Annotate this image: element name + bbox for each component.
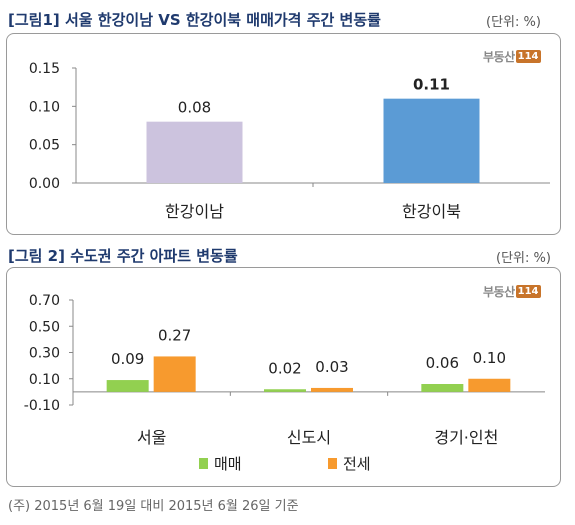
- y-tick-label: 0.50: [29, 319, 60, 335]
- y-tick-label: 0.00: [29, 176, 60, 192]
- bar-value-label: 0.27: [158, 326, 191, 344]
- figure2-title: [그림 2] 수도권 주간 아파트 변동률: [8, 247, 238, 265]
- bar-value-label: 0.09: [111, 350, 144, 368]
- bar-매매-서울: [106, 380, 149, 392]
- y-tick-label: 0.10: [29, 372, 60, 388]
- chart2: -0.10 0.10 0.30 0.50 0.70 0.09 0.27 서울 0.02 0.03 신…: [24, 293, 545, 473]
- bar-한강이남: [146, 121, 243, 183]
- bar-매매-경기·인천: [421, 384, 464, 392]
- bar-value-label: 0.02: [268, 359, 301, 377]
- y-tick-label: 0.30: [29, 346, 60, 362]
- footnote: (주) 2015년 6월 19일 대비 2015년 6월 26일 기준: [8, 499, 299, 514]
- x-category-label: 서울: [137, 428, 166, 447]
- logo-number: 114: [515, 285, 541, 298]
- y-tick-label: -0.10: [24, 398, 60, 414]
- figure2-unit: (단위: %): [496, 251, 551, 266]
- bar-value-label: 0.06: [426, 354, 459, 372]
- y-tick-label: 0.70: [29, 293, 60, 309]
- logo-text: 부동산: [483, 50, 515, 64]
- y-tick-label: 0.10: [29, 99, 60, 115]
- figure1-logo: 부동산 114: [483, 48, 541, 65]
- bar-value-label: 0.08: [178, 99, 211, 117]
- bar-value-label: 0.10: [473, 349, 506, 367]
- bar-전세-서울: [153, 356, 196, 392]
- bar-value-label: 0.03: [315, 358, 348, 376]
- figure2-logo: 부동산 114: [483, 283, 541, 300]
- x-category-label: 한강이남: [165, 202, 224, 221]
- legend-swatch-전세: [328, 458, 337, 469]
- figure1-title: [그림1] 서울 한강이남 VS 한강이북 매매가격 주간 변동률: [8, 11, 381, 29]
- legend-label: 매매: [214, 455, 242, 473]
- y-tick-label: 0.15: [29, 61, 60, 77]
- x-category-label: 한강이북: [402, 202, 461, 221]
- legend-label: 전세: [343, 455, 371, 473]
- bar-한강이북: [383, 98, 480, 183]
- bar-전세-신도시: [311, 387, 353, 392]
- figure2-panel: [6, 267, 561, 487]
- y-tick-label: 0.05: [29, 138, 60, 154]
- logo-text: 부동산: [483, 285, 515, 299]
- chart1: 0.00 0.05 0.10 0.15 0.08 한강이남 0.11 한강이북: [29, 61, 550, 221]
- bar-전세-경기·인천: [468, 378, 511, 392]
- x-category-label: 신도시: [287, 428, 331, 447]
- bar-value-label: 0.11: [413, 76, 450, 94]
- legend-swatch-매매: [199, 458, 208, 469]
- figure1-unit: (단위: %): [486, 15, 541, 30]
- logo-number: 114: [515, 50, 541, 63]
- x-category-label: 경기·인천: [434, 428, 498, 447]
- bar-매매-신도시: [264, 389, 306, 392]
